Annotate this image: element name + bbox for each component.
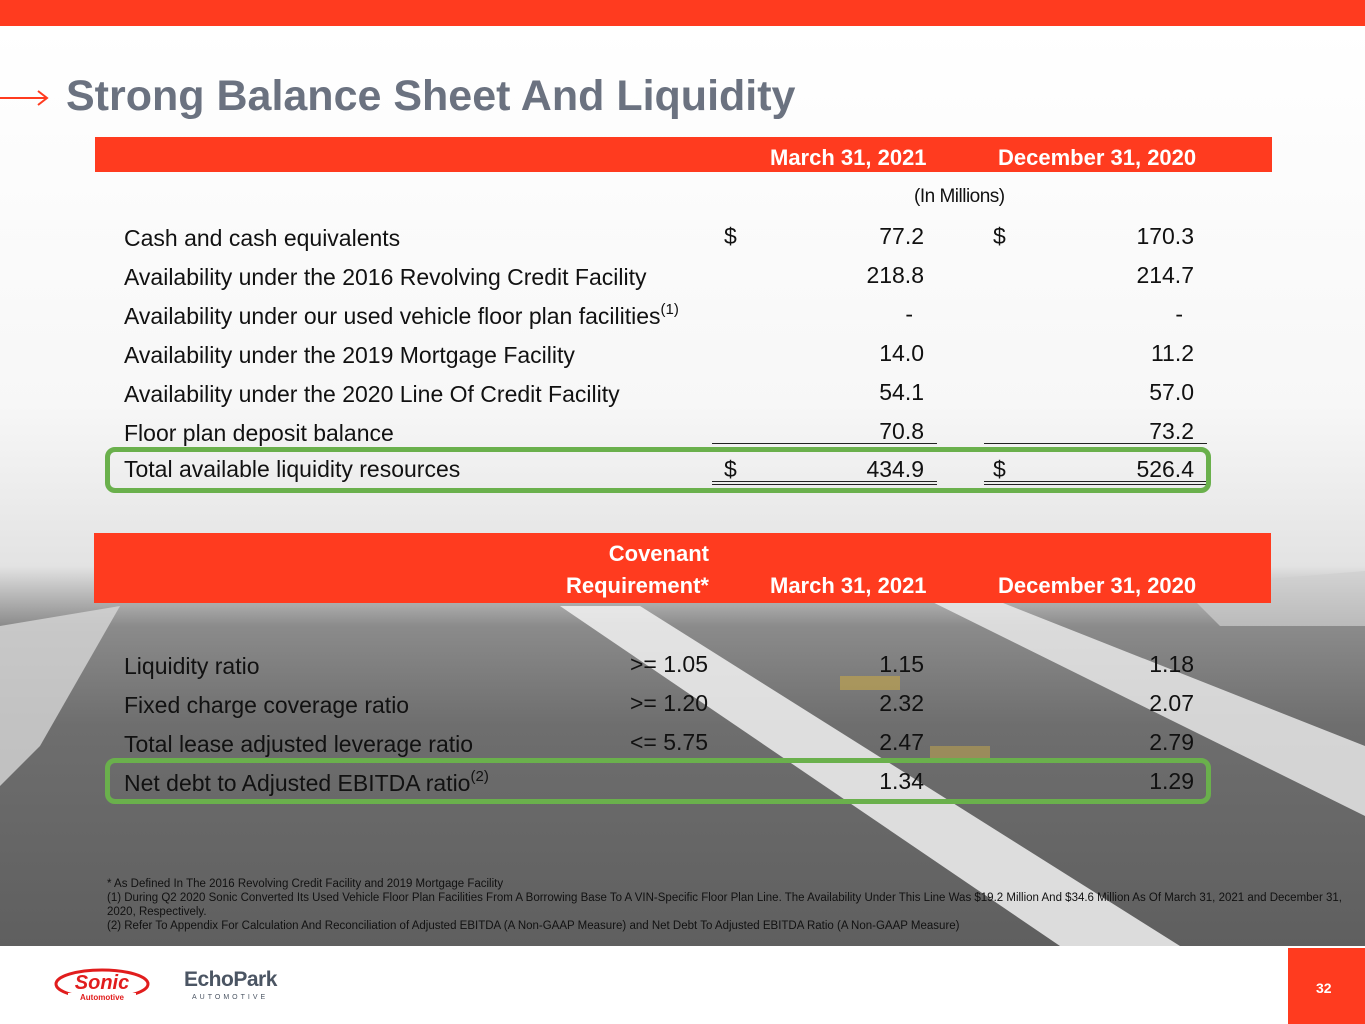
covenant-header-mar-2021: March 31, 2021 — [770, 573, 927, 598]
value-mar-2021: 14.0 — [879, 340, 924, 366]
value-mar-2021: 2.47 — [879, 729, 924, 755]
value-mar-2021: 2.32 — [879, 690, 924, 716]
footnotes: * As Defined In The 2016 Revolving Credi… — [107, 877, 1347, 933]
value-mar-2021: 218.8 — [866, 262, 924, 288]
top-accent-bar — [0, 0, 1365, 26]
total-mar-2021: 434.9 — [866, 456, 924, 482]
covenant-requirement: >= 1.20 — [629, 690, 708, 716]
covenant-table-header: Covenant Requirement* March 31, 2021 Dec… — [94, 533, 1271, 603]
row-label: Net debt to Adjusted EBITDA ratio(2) — [124, 768, 489, 796]
road-markings — [0, 571, 1365, 946]
table-row: Availability under the 2016 Revolving Cr… — [0, 262, 1365, 298]
total-row: Total available liquidity resources $ 43… — [0, 456, 1365, 492]
row-label: Availability under our used vehicle floo… — [124, 301, 679, 329]
total-dec-2020: 526.4 — [1136, 456, 1194, 482]
double-underline — [712, 484, 937, 485]
row-label: Availability under the 2020 Line Of Cred… — [124, 381, 620, 407]
footnote-2: (2) Refer To Appendix For Calculation An… — [107, 920, 960, 932]
subtotal-rule — [984, 443, 1207, 444]
ratio-highlight-box — [105, 758, 1211, 804]
table-row: Cash and cash equivalents $ 77.2 $ 170.3 — [0, 223, 1365, 259]
page-number: 32 — [1316, 980, 1332, 996]
liquidity-table-header: March 31, 2021 December 31, 2020 — [95, 137, 1272, 172]
echopark-sub: AUTOMOTIVE — [192, 994, 269, 1001]
value-mar-2021: 77.2 — [879, 223, 924, 249]
table-row: Availability under the 2019 Mortgage Fac… — [0, 340, 1365, 376]
table-row: Availability under the 2020 Line Of Cred… — [0, 379, 1365, 415]
table-row: Availability under our used vehicle floo… — [0, 301, 1365, 337]
value-dec-2020: 2.79 — [1149, 729, 1194, 755]
currency-symbol: $ — [993, 223, 1006, 249]
currency-symbol: $ — [724, 456, 737, 482]
row-label: Availability under the 2019 Mortgage Fac… — [124, 342, 575, 368]
row-label: Availability under the 2016 Revolving Cr… — [124, 264, 647, 290]
row-label: Fixed charge coverage ratio — [124, 692, 410, 718]
footnote-asterisk: * As Defined In The 2016 Revolving Credi… — [107, 878, 504, 890]
double-underline — [712, 481, 937, 482]
covenant-header-line2: Requirement* — [565, 573, 709, 598]
value-mar-2021: 1.34 — [879, 768, 924, 794]
value-dec-2020: 170.3 — [1136, 223, 1194, 249]
value-dec-2020: 2.07 — [1149, 690, 1194, 716]
value-dec-2020: - — [1175, 301, 1183, 327]
row-label: Total lease adjusted leverage ratio — [124, 731, 474, 757]
value-dec-2020: 1.18 — [1149, 651, 1194, 677]
covenant-requirement: >= 1.05 — [629, 651, 708, 677]
units-label: (In Millions) — [914, 186, 1005, 207]
row-label: Liquidity ratio — [124, 653, 260, 679]
liquidity-header-dec-2020: December 31, 2020 — [998, 145, 1197, 170]
currency-symbol: $ — [993, 456, 1006, 482]
subtotal-rule — [712, 443, 937, 444]
echopark-wordmark: EchoPark — [184, 968, 277, 991]
value-mar-2021: 1.15 — [879, 651, 924, 677]
table-row: Net debt to Adjusted EBITDA ratio(2) 1.3… — [0, 768, 1365, 804]
footnote-1: (1) During Q2 2020 Sonic Converted Its U… — [107, 892, 1342, 918]
total-highlight-box — [105, 447, 1211, 493]
table-row: Fixed charge coverage ratio >= 1.20 2.32… — [0, 690, 1365, 726]
value-dec-2020: 214.7 — [1136, 262, 1194, 288]
sonic-automotive-logo: Sonic Automotive — [54, 967, 150, 1008]
row-label: Floor plan deposit balance — [124, 420, 394, 446]
table-row: Floor plan deposit balance 70.8 73.2 — [0, 418, 1365, 454]
svg-text:Sonic: Sonic — [75, 972, 129, 994]
value-mar-2021: - — [905, 301, 913, 327]
currency-symbol: $ — [724, 223, 737, 249]
value-dec-2020: 57.0 — [1149, 379, 1194, 405]
value-mar-2021: 54.1 — [879, 379, 924, 405]
footer — [0, 946, 1365, 1024]
value-dec-2020: 11.2 — [1150, 340, 1194, 366]
echopark-logo: EchoPark AUTOMOTIVE — [184, 968, 277, 1001]
title-arrow-icon — [0, 90, 49, 106]
double-underline — [984, 481, 1207, 482]
value-mar-2021: 70.8 — [879, 418, 924, 444]
value-dec-2020: 1.29 — [1149, 768, 1194, 794]
liquidity-header-mar-2021: March 31, 2021 — [770, 145, 927, 170]
total-label: Total available liquidity resources — [124, 456, 461, 482]
table-row: Total lease adjusted leverage ratio <= 5… — [0, 729, 1365, 765]
svg-text:Automotive: Automotive — [80, 993, 125, 1002]
covenant-requirement: <= 5.75 — [629, 729, 708, 755]
road-background — [0, 26, 1365, 946]
sonic-logo-icon: Sonic Automotive — [54, 968, 150, 1002]
page-title: Strong Balance Sheet And Liquidity — [66, 72, 796, 120]
table-row: Liquidity ratio >= 1.05 1.15 1.18 — [0, 651, 1365, 687]
covenant-header-line1: Covenant — [608, 541, 709, 566]
value-dec-2020: 73.2 — [1149, 418, 1194, 444]
row-label: Cash and cash equivalents — [124, 225, 401, 251]
double-underline — [984, 484, 1207, 485]
covenant-header-dec-2020: December 31, 2020 — [998, 573, 1197, 598]
page-number-box: 32 — [1288, 948, 1365, 1024]
